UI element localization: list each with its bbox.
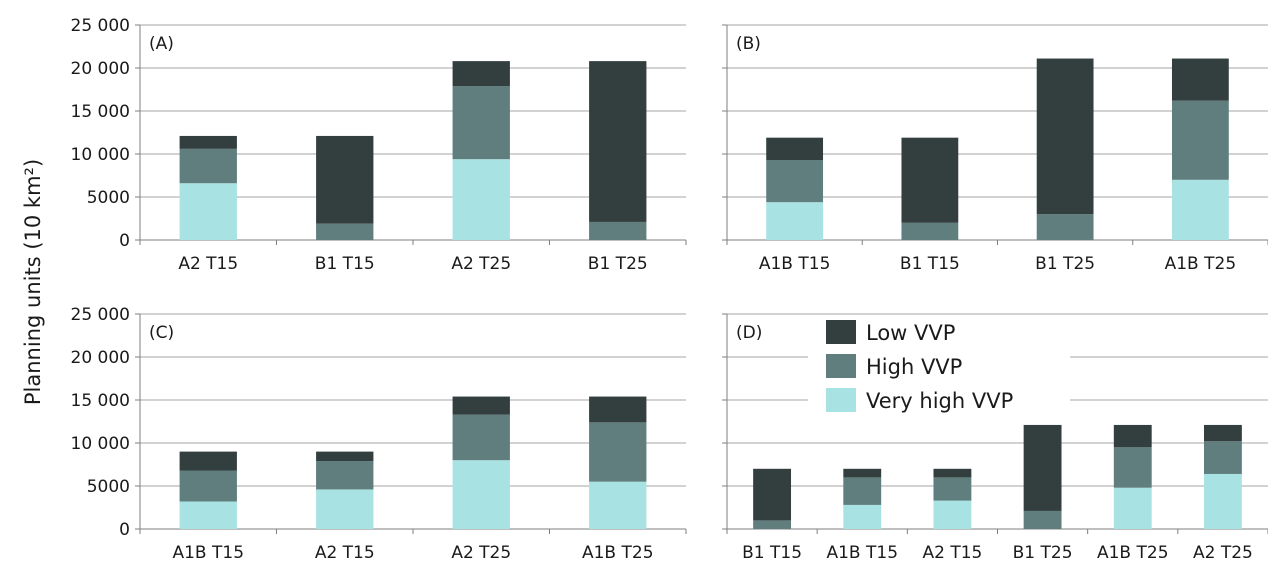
bar-segment-high-vvp xyxy=(589,221,647,240)
legend-label: High VVP xyxy=(866,355,962,379)
x-tick-label: A1B T25 xyxy=(1097,543,1169,561)
bar-segment-high-vvp xyxy=(1171,100,1229,180)
bar-segment-high-vvp xyxy=(1036,214,1094,240)
x-tick-label: A2 T25 xyxy=(1193,543,1253,561)
x-tick-label: B1 T15 xyxy=(315,254,375,274)
bar-segment-very-high-vvp xyxy=(179,501,237,529)
bar-segment-very-high-vvp xyxy=(933,500,972,529)
bar-segment-high-vvp xyxy=(1203,441,1242,474)
bar-segment-low-vvp xyxy=(1113,424,1152,448)
x-tick-label: B1 T25 xyxy=(588,254,648,274)
bar-segment-high-vvp xyxy=(753,520,792,529)
bar-segment-low-vvp xyxy=(843,468,882,478)
legend-label: Very high VVP xyxy=(866,389,1013,413)
y-tick-label: 20 000 xyxy=(71,348,130,368)
panels: 0 5000 10 000 15 000 20 000 25 000 A2 T15 B1 T1… xyxy=(71,16,1268,561)
legend-swatch xyxy=(826,354,856,378)
y-tick-label: 10 000 xyxy=(71,434,130,454)
x-tick-label: B1 T15 xyxy=(900,254,960,274)
bar-segment-high-vvp xyxy=(452,414,510,461)
y-axis-label: Planning units (10 km²) xyxy=(21,159,45,405)
x-tick-label: B1 T25 xyxy=(1013,543,1073,561)
bar-segment-very-high-vvp xyxy=(843,504,882,529)
bar-segment-low-vvp xyxy=(589,396,647,423)
bar-segment-low-vvp xyxy=(452,396,510,415)
bar-segment-high-vvp xyxy=(452,86,510,160)
bar-segment-very-high-vvp xyxy=(452,460,510,529)
legend-swatch xyxy=(826,388,856,412)
y-tick-label: 5000 xyxy=(87,188,130,208)
panel-label: (B) xyxy=(736,34,761,54)
bar-segment-low-vvp xyxy=(316,451,374,462)
bar-segment-high-vvp xyxy=(1023,510,1062,529)
bar-segment-low-vvp xyxy=(1036,58,1094,215)
x-tick-label: A2 T25 xyxy=(451,254,511,274)
y-tick-label: 15 000 xyxy=(71,102,130,122)
bar-segment-low-vvp xyxy=(179,135,237,149)
x-tick-label: A1B T15 xyxy=(759,254,831,274)
y-tick-label: 20 000 xyxy=(71,59,130,79)
bar-segment-very-high-vvp xyxy=(452,159,510,240)
y-tick-label: 10 000 xyxy=(71,145,130,165)
bar-segment-high-vvp xyxy=(843,477,882,505)
bar-segment-very-high-vvp xyxy=(589,481,647,529)
panel-c: 0 5000 10 000 15 000 20 000 25 000 A1B T15 A2 T… xyxy=(71,305,687,561)
bar-segment-low-vvp xyxy=(1171,58,1229,101)
x-tick-label: B1 T15 xyxy=(742,543,802,561)
bar-segment-very-high-vvp xyxy=(316,489,374,529)
x-tick-label: A2 T15 xyxy=(922,543,982,561)
legend: Low VVP High VVP Very high VVP xyxy=(808,318,1070,418)
bar-segment-very-high-vvp xyxy=(1203,473,1242,529)
bar-segment-low-vvp xyxy=(933,468,972,478)
panel-label: (A) xyxy=(149,34,174,54)
x-tick-label: A1B T25 xyxy=(582,543,654,561)
bar-segment-very-high-vvp xyxy=(1171,179,1229,240)
x-tick-label: A1B T15 xyxy=(172,543,244,561)
x-tick-label: A1B T25 xyxy=(1165,254,1237,274)
bar-segment-high-vvp xyxy=(766,160,824,203)
bar-segment-low-vvp xyxy=(589,61,647,222)
legend-label: Low VVP xyxy=(866,321,955,345)
bar-segment-low-vvp xyxy=(452,61,510,87)
x-tick-label: A2 T25 xyxy=(451,543,511,561)
panel-b: A1B T15 B1 T15 B1 T25 A1B T25 (B) xyxy=(722,24,1268,274)
bar-segment-low-vvp xyxy=(1023,424,1062,511)
panel-a: 0 5000 10 000 15 000 20 000 25 000 A2 T15 B1 T1… xyxy=(71,16,687,274)
x-tick-label: A2 T15 xyxy=(315,543,375,561)
y-tick-label: 5000 xyxy=(87,477,130,497)
bar-segment-high-vvp xyxy=(933,477,972,501)
bar-segment-very-high-vvp xyxy=(179,183,237,240)
x-tick-label: A1B T15 xyxy=(826,543,898,561)
y-tick-label: 0 xyxy=(119,231,130,251)
bar-segment-very-high-vvp xyxy=(1113,487,1152,529)
bar-segment-low-vvp xyxy=(753,468,792,521)
bar-segment-high-vvp xyxy=(179,470,237,502)
bar-segment-high-vvp xyxy=(589,422,647,482)
bar-segment-low-vvp xyxy=(316,135,374,224)
y-tick-label: 25 000 xyxy=(71,16,130,36)
bar-segment-very-high-vvp xyxy=(766,202,824,240)
bar-segment-high-vvp xyxy=(316,223,374,240)
panel-label: (D) xyxy=(736,323,762,343)
bar-segment-low-vvp xyxy=(901,137,959,223)
bar-segment-high-vvp xyxy=(1113,447,1152,488)
bar-segment-low-vvp xyxy=(766,137,824,161)
legend-swatch xyxy=(826,320,856,344)
bar-segment-high-vvp xyxy=(179,148,237,184)
bar-segment-low-vvp xyxy=(179,451,237,471)
y-tick-label: 0 xyxy=(119,520,130,540)
bar-segment-low-vvp xyxy=(1203,424,1242,442)
x-tick-label: A2 T15 xyxy=(178,254,238,274)
y-tick-label: 15 000 xyxy=(71,391,130,411)
y-tick-label: 25 000 xyxy=(71,305,130,325)
bar-segment-high-vvp xyxy=(901,222,959,240)
x-tick-label: B1 T25 xyxy=(1035,254,1095,274)
panel-label: (C) xyxy=(149,323,174,343)
bar-segment-high-vvp xyxy=(316,461,374,490)
